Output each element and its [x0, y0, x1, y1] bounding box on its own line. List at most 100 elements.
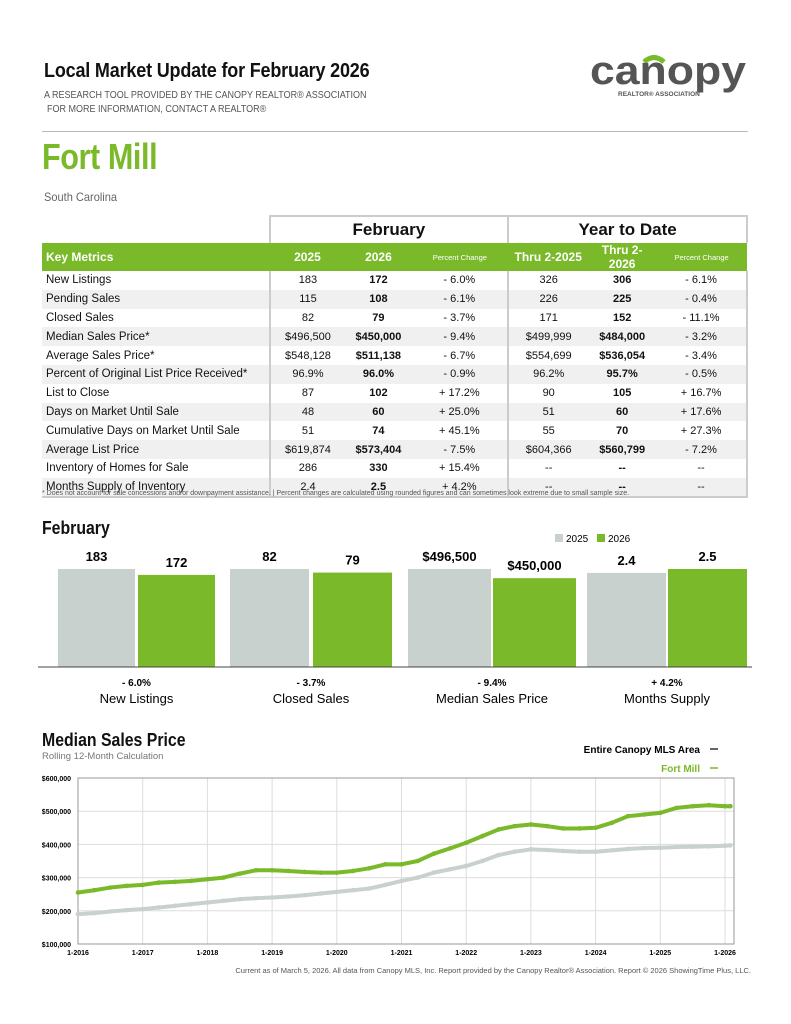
data-point-canopy — [221, 898, 226, 904]
key-metrics-table: February Year to Date Key Metrics 2025 20… — [42, 215, 748, 498]
percent-change-label: - 9.4% — [478, 678, 507, 689]
bar-value-label: $496,500 — [422, 549, 476, 564]
data-point-canopy — [334, 889, 340, 895]
data-point-fort-mill — [253, 867, 259, 873]
metric-value: 2.5 — [345, 477, 412, 498]
data-point-canopy — [415, 875, 420, 880]
data-point-fort-mill — [285, 868, 291, 874]
y-tick-label: $200,000 — [42, 909, 71, 916]
metric-value: 115 — [299, 293, 317, 306]
table-row: Average Sales Price* $548,128 $511,138 - 6.… — [42, 346, 748, 365]
metric-label: Median Sales Price* — [42, 327, 271, 347]
percent-change-label: - 6.0% — [122, 678, 151, 689]
data-point-fort-mill — [609, 820, 615, 826]
metric-value: - 3.4% — [656, 346, 748, 365]
metric-value: 74 — [372, 424, 385, 437]
report-contact-note: FOR MORE INFORMATION, CONTACT A REALTOR® — [47, 104, 267, 115]
logo-arc-icon — [642, 55, 666, 64]
bar-value-label: 172 — [166, 555, 188, 570]
table-row: New Listings 183 172 - 6.0% 326 306 - 6.1% — [42, 271, 748, 290]
metric-value: $496,500 — [285, 330, 331, 343]
area-state: South Carolina — [44, 190, 118, 204]
metric-value: - 11.1% — [656, 308, 748, 328]
col-header: Percent Change — [674, 252, 729, 262]
data-point-canopy — [431, 870, 437, 875]
table-row: Months Supply of Inventory 2.4 2.5 + 4.2% --… — [42, 477, 748, 498]
y-tick-label: $400,000 — [42, 842, 71, 849]
metric-value: + 15.4% — [438, 462, 480, 475]
data-point-canopy — [577, 849, 582, 855]
metric-value: 105 — [612, 387, 632, 400]
table-row: Median Sales Price* $496,500 $450,000 - 9.4… — [42, 327, 748, 347]
line-chart-title: Median Sales Price — [42, 730, 186, 750]
metric-value: 96.0% — [362, 368, 395, 381]
legend-label-2026: 2026 — [608, 534, 631, 545]
metric-value: 108 — [369, 293, 388, 306]
metric-value: 225 — [612, 293, 632, 306]
data-point-canopy — [728, 843, 733, 848]
metric-value: -- — [507, 458, 589, 478]
metric-value: 55 — [507, 421, 589, 441]
metric-label: Pending Sales — [42, 289, 271, 309]
bar-chart: 2025 2026 183 172 - 6.0% New Listings 82 79 - 3.… — [38, 534, 752, 706]
x-tick-label: 1-2017 — [132, 950, 154, 957]
data-point-canopy — [318, 891, 323, 896]
metric-value: 102 — [369, 387, 388, 400]
y-tick-label: $600,000 — [42, 776, 71, 783]
data-point-fort-mill — [334, 870, 340, 875]
legend-label-canopy: Entire Canopy MLS Area — [584, 745, 701, 756]
data-point-canopy — [140, 906, 145, 912]
data-point-canopy — [285, 894, 291, 899]
bar-value-label: 183 — [86, 549, 108, 564]
plot-frame — [77, 777, 735, 945]
metric-label: Months Supply of Inventory — [42, 477, 271, 498]
percent-change-label: - 3.7% — [297, 678, 326, 689]
metric-value: 96.2% — [507, 364, 589, 384]
metric-value: 286 — [298, 462, 318, 475]
x-tick-label: 1-2019 — [261, 950, 283, 957]
data-point-canopy — [593, 849, 598, 855]
data-point-canopy — [269, 895, 275, 900]
data-point-fort-mill — [674, 805, 679, 811]
data-point-canopy — [91, 910, 97, 916]
bar-value-label: 79 — [345, 553, 359, 568]
metric-value: - 6.1% — [443, 293, 476, 306]
data-point-fort-mill — [172, 879, 178, 885]
data-point-fort-mill — [318, 870, 323, 875]
table-row: Days on Market Until Sale 48 60 + 25.0% 51 60… — [42, 402, 748, 422]
legend-label-2025: 2025 — [566, 534, 589, 545]
data-point-canopy — [658, 845, 663, 851]
area-name: Fort Mill — [42, 136, 158, 177]
group-header-ytd: Year to Date — [507, 215, 748, 243]
metric-value: $536,054 — [599, 349, 646, 362]
data-point-fort-mill — [140, 882, 145, 888]
legend-label-fort-mill: Fort Mill — [661, 764, 700, 775]
data-point-fort-mill — [366, 866, 372, 871]
metric-value: $573,404 — [355, 443, 402, 456]
data-point-fort-mill — [447, 846, 453, 851]
table-footnote: * Does not account for sale concessions … — [42, 490, 630, 497]
bar-value-label: 2.4 — [617, 553, 636, 568]
data-point-canopy — [75, 911, 81, 917]
metric-value: - 9.4% — [443, 330, 476, 343]
metric-label: Percent of Original List Price Received* — [42, 364, 271, 384]
data-point-canopy — [156, 905, 162, 910]
logo-wordmark: canopy — [590, 50, 747, 93]
header-divider — [42, 131, 748, 132]
data-point-fort-mill — [512, 823, 518, 829]
data-point-canopy — [399, 878, 404, 884]
table-row: Average List Price $619,874 $573,404 - 7.5%… — [42, 440, 748, 459]
metric-label: Average Sales Price* — [42, 346, 271, 365]
col-header: 2026 — [365, 250, 392, 264]
data-point-canopy — [237, 896, 243, 902]
metric-label: Closed Sales — [42, 308, 271, 328]
data-point-fort-mill — [560, 826, 566, 831]
metric-value: $548,128 — [285, 349, 331, 362]
metric-label: Cumulative Days on Market Until Sale — [42, 421, 271, 441]
metric-value: 226 — [507, 289, 589, 309]
metric-value: $450,000 — [355, 330, 402, 343]
metric-value: + 45.1% — [438, 424, 480, 437]
bar-2025 — [587, 572, 666, 667]
metric-value: $619,874 — [285, 443, 331, 456]
metric-value: 60 — [616, 405, 629, 418]
